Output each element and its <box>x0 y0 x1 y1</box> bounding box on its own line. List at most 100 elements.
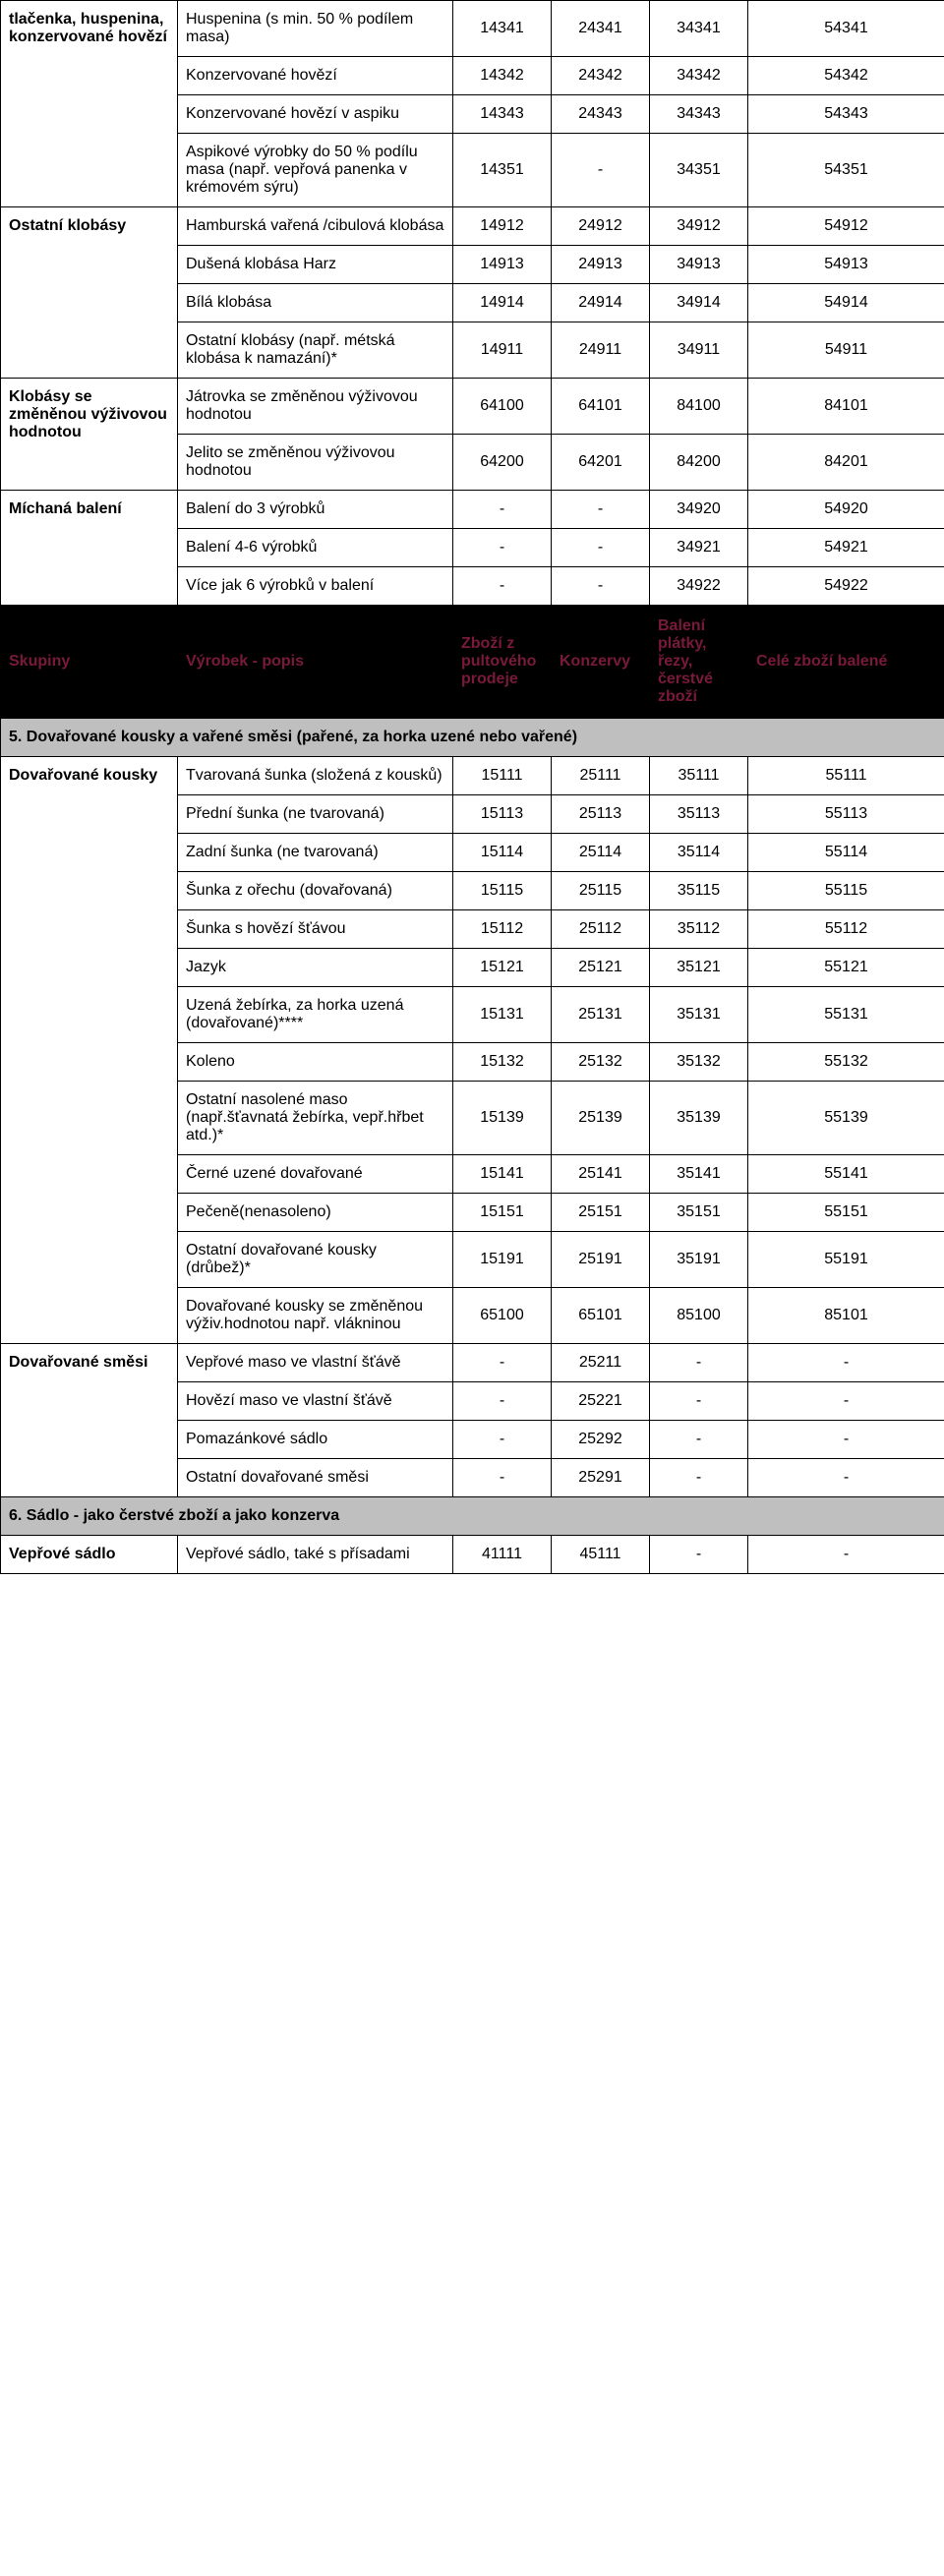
header-cell: Celé zboží balené <box>748 606 944 719</box>
product-desc: Jazyk <box>178 949 453 987</box>
code-cell: 15114 <box>453 834 552 872</box>
code-cell: 25113 <box>552 795 650 834</box>
code-cell: 15139 <box>453 1082 552 1155</box>
code-cell: 35113 <box>650 795 748 834</box>
code-cell: - <box>453 1344 552 1382</box>
code-cell: 15121 <box>453 949 552 987</box>
code-cell: - <box>552 529 650 567</box>
code-cell: 84100 <box>650 379 748 435</box>
product-desc: Bílá klobása <box>178 284 453 322</box>
code-cell: 24341 <box>552 1 650 57</box>
code-cell: 54911 <box>748 322 944 379</box>
code-cell: 15131 <box>453 987 552 1043</box>
code-cell: 54341 <box>748 1 944 57</box>
product-desc: Dušená klobása Harz <box>178 246 453 284</box>
code-cell: 54920 <box>748 491 944 529</box>
code-cell: 34913 <box>650 246 748 284</box>
table-row: Dovařované směsiVepřové maso ve vlastní … <box>1 1344 944 1382</box>
product-desc: Pomazánkové sádlo <box>178 1421 453 1459</box>
table-row: Míchaná baleníBalení do 3 výrobků--34920… <box>1 491 944 529</box>
code-cell: 34912 <box>650 207 748 246</box>
code-cell: 15191 <box>453 1232 552 1288</box>
product-desc: Černé uzené dovařované <box>178 1155 453 1194</box>
code-cell: 55141 <box>748 1155 944 1194</box>
code-cell: - <box>552 491 650 529</box>
code-cell: 34341 <box>650 1 748 57</box>
code-cell: 55112 <box>748 910 944 949</box>
code-cell: - <box>650 1382 748 1421</box>
section-header: 6. Sádlo - jako čerstvé zboží a jako kon… <box>1 1497 944 1536</box>
section-title: 5. Dovařované kousky a vařené směsi (pař… <box>1 719 944 757</box>
product-desc: Balení 4-6 výrobků <box>178 529 453 567</box>
product-desc: Více jak 6 výrobků v balení <box>178 567 453 606</box>
code-cell: 25191 <box>552 1232 650 1288</box>
code-cell: 55132 <box>748 1043 944 1082</box>
code-cell: 14343 <box>453 95 552 134</box>
code-cell: 24912 <box>552 207 650 246</box>
product-desc: Hovězí maso ve vlastní šťávě <box>178 1382 453 1421</box>
code-cell: 25112 <box>552 910 650 949</box>
code-cell: 84200 <box>650 435 748 491</box>
code-cell: 35151 <box>650 1194 748 1232</box>
product-desc: Šunka z ořechu (dovařovaná) <box>178 872 453 910</box>
code-cell: - <box>748 1382 944 1421</box>
product-desc: Balení do 3 výrobků <box>178 491 453 529</box>
code-cell: - <box>650 1536 748 1574</box>
code-cell: 25111 <box>552 757 650 795</box>
code-cell: 25151 <box>552 1194 650 1232</box>
code-cell: 54351 <box>748 134 944 207</box>
header-cell: Výrobek - popis <box>178 606 453 719</box>
code-cell: 25115 <box>552 872 650 910</box>
code-cell: 14914 <box>453 284 552 322</box>
code-cell: 34914 <box>650 284 748 322</box>
product-desc: Přední šunka (ne tvarovaná) <box>178 795 453 834</box>
code-cell: 24911 <box>552 322 650 379</box>
product-desc: Uzená žebírka, za horka uzená (dovařovan… <box>178 987 453 1043</box>
code-cell: 35112 <box>650 910 748 949</box>
table-row: Dovařované kouskyTvarovaná šunka (složen… <box>1 757 944 795</box>
table-row: Klobásy se změněnou výživovou hodnotouJá… <box>1 379 944 435</box>
product-desc: Konzervované hovězí v aspiku <box>178 95 453 134</box>
code-cell: - <box>748 1536 944 1574</box>
header-cell: Skupiny <box>1 606 178 719</box>
code-cell: 35111 <box>650 757 748 795</box>
code-cell: 65101 <box>552 1288 650 1344</box>
code-cell: 15132 <box>453 1043 552 1082</box>
code-cell: 35191 <box>650 1232 748 1288</box>
code-cell: 34922 <box>650 567 748 606</box>
code-cell: 24914 <box>552 284 650 322</box>
code-cell: 34342 <box>650 57 748 95</box>
code-cell: - <box>453 1421 552 1459</box>
product-desc: Hamburská vařená /cibulová klobása <box>178 207 453 246</box>
code-cell: 15112 <box>453 910 552 949</box>
code-cell: 14341 <box>453 1 552 57</box>
code-cell: 15111 <box>453 757 552 795</box>
table-row: tlačenka, huspenina, konzervované hovězí… <box>1 1 944 57</box>
table-row: Vepřové sádloVepřové sádlo, také s přísa… <box>1 1536 944 1574</box>
code-cell: 24342 <box>552 57 650 95</box>
code-cell: 35114 <box>650 834 748 872</box>
code-cell: 54922 <box>748 567 944 606</box>
code-cell: 25131 <box>552 987 650 1043</box>
product-desc: Aspikové výrobky do 50 % podílu masa (na… <box>178 134 453 207</box>
product-desc: Ostatní dovařované směsi <box>178 1459 453 1497</box>
code-cell: 34921 <box>650 529 748 567</box>
code-cell: 54342 <box>748 57 944 95</box>
code-cell: 25141 <box>552 1155 650 1194</box>
product-desc: Dovařované kousky se změněnou výživ.hodn… <box>178 1288 453 1344</box>
code-cell: 85101 <box>748 1288 944 1344</box>
code-cell: 15151 <box>453 1194 552 1232</box>
code-cell: 35141 <box>650 1155 748 1194</box>
code-cell: 34911 <box>650 322 748 379</box>
code-cell: 25211 <box>552 1344 650 1382</box>
code-cell: 55111 <box>748 757 944 795</box>
product-desc: Pečeně(nenasoleno) <box>178 1194 453 1232</box>
code-cell: 14911 <box>453 322 552 379</box>
code-cell: 64101 <box>552 379 650 435</box>
product-desc: Koleno <box>178 1043 453 1082</box>
product-desc: Vepřové maso ve vlastní šťávě <box>178 1344 453 1382</box>
code-cell: 25114 <box>552 834 650 872</box>
code-cell: - <box>650 1344 748 1382</box>
code-cell: 45111 <box>552 1536 650 1574</box>
product-desc: Huspenina (s min. 50 % podílem masa) <box>178 1 453 57</box>
